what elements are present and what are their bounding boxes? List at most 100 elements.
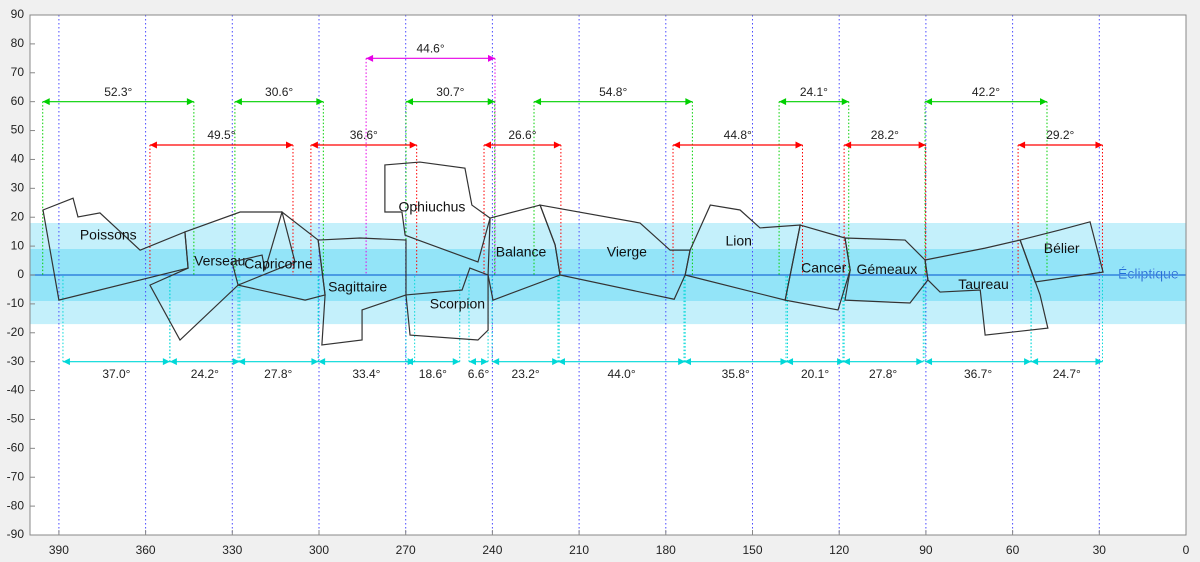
x-tick-label: 150: [742, 543, 762, 557]
constellation-name: Taureau: [958, 276, 1009, 292]
constellation-outline: [784, 224, 851, 311]
span-label: 49.5°: [207, 128, 235, 142]
y-tick-label: -80: [7, 498, 25, 512]
x-tick-label: 30: [1093, 543, 1107, 557]
arrow-head: [149, 141, 157, 149]
arrow-head: [841, 98, 849, 106]
arrow-head: [366, 54, 374, 62]
span-label: 26.6°: [508, 128, 536, 142]
constellation-name: Lion: [725, 233, 751, 249]
x-tick-label: 330: [222, 543, 242, 557]
arrow-head: [673, 141, 681, 149]
constellation-name: Capricorne: [244, 256, 313, 272]
span-label: 30.6°: [265, 85, 293, 99]
span-label: 44.8°: [724, 128, 752, 142]
arrow-head: [487, 98, 495, 106]
x-tick-label: 270: [396, 543, 416, 557]
arrow-head: [685, 98, 693, 106]
arrow-head: [918, 141, 926, 149]
arrow-head: [42, 98, 50, 106]
arrow-head: [452, 358, 460, 366]
x-tick-label: 180: [656, 543, 676, 557]
span-label: 23.2°: [512, 367, 540, 381]
constellation-name: Sagittaire: [328, 279, 387, 295]
arrow-head: [492, 358, 500, 366]
arrow-head: [468, 358, 476, 366]
span-label: 30.7°: [436, 85, 464, 99]
arrow-head: [488, 54, 496, 62]
arrow-head: [795, 141, 803, 149]
span-label: 36.6°: [350, 128, 378, 142]
x-tick-label: 60: [1006, 543, 1020, 557]
arrow-head: [780, 358, 788, 366]
y-tick-label: 60: [11, 94, 25, 108]
span-label: 35.8°: [722, 367, 750, 381]
span-label: 54.8°: [599, 85, 627, 99]
arrow-head: [169, 358, 177, 366]
y-tick-label: 90: [11, 7, 25, 21]
constellation-outline: [924, 239, 1049, 336]
arrow-head: [232, 358, 240, 366]
arrow-head: [837, 358, 845, 366]
x-tick-label: 210: [569, 543, 589, 557]
constellation-outline: [405, 267, 489, 341]
span-label: 6.6°: [468, 367, 490, 381]
arrow-head: [844, 141, 852, 149]
y-tick-label: -30: [7, 354, 25, 368]
span-label: 18.6°: [419, 367, 447, 381]
arrow-head: [484, 141, 492, 149]
span-label: 27.8°: [264, 367, 292, 381]
span-label: 33.4°: [352, 367, 380, 381]
span-label: 28.2°: [871, 128, 899, 142]
constellation-name: Poissons: [80, 227, 137, 243]
span-label: 36.7°: [964, 367, 992, 381]
arrow-head: [405, 358, 413, 366]
arrow-head: [62, 358, 70, 366]
span-label: 44.6°: [416, 42, 444, 56]
constellation-outline: [844, 237, 929, 304]
arrow-head: [552, 358, 560, 366]
y-tick-label: -50: [7, 412, 25, 426]
y-tick-label: 0: [17, 267, 24, 281]
y-tick-label: -20: [7, 325, 25, 339]
constellation-name: Scorpion: [430, 295, 485, 311]
y-tick-label: 70: [11, 65, 25, 79]
arrow-head: [1031, 358, 1039, 366]
span-label: 24.1°: [800, 85, 828, 99]
x-tick-label: 0: [1183, 543, 1190, 557]
constellation-name: Gémeaux: [857, 261, 918, 277]
arrow-head: [925, 358, 933, 366]
constellation-outline: [317, 237, 407, 346]
y-tick-label: -70: [7, 469, 25, 483]
constellation-name: Balance: [496, 244, 547, 260]
ecliptic-label: Écliptique: [1118, 266, 1179, 282]
span-label: 37.0°: [102, 367, 130, 381]
constellation-outline: [384, 161, 491, 263]
arrow-head: [310, 141, 318, 149]
x-tick-label: 300: [309, 543, 329, 557]
span-label: 44.0°: [608, 367, 636, 381]
x-tick-label: 90: [919, 543, 933, 557]
arrow-head: [234, 98, 242, 106]
arrow-head: [285, 141, 293, 149]
x-tick-label: 120: [829, 543, 849, 557]
arrow-head: [553, 141, 561, 149]
y-tick-label: 30: [11, 181, 25, 195]
arrow-head: [1024, 358, 1032, 366]
constellation-outline: [684, 204, 801, 301]
y-tick-label: -40: [7, 383, 25, 397]
constellation-name: Cancer: [801, 259, 846, 275]
arrow-head: [1095, 141, 1103, 149]
constellation-name: Ophiuchus: [399, 199, 466, 215]
arrow-head: [779, 98, 787, 106]
arrow-head: [916, 358, 924, 366]
arrow-head: [678, 358, 686, 366]
y-tick-label: -60: [7, 441, 25, 455]
arrow-head: [186, 98, 194, 106]
span-label: 24.7°: [1053, 367, 1081, 381]
arrow-head: [318, 358, 326, 366]
span-label: 24.2°: [191, 367, 219, 381]
x-tick-label: 240: [482, 543, 502, 557]
y-tick-label: 40: [11, 152, 25, 166]
